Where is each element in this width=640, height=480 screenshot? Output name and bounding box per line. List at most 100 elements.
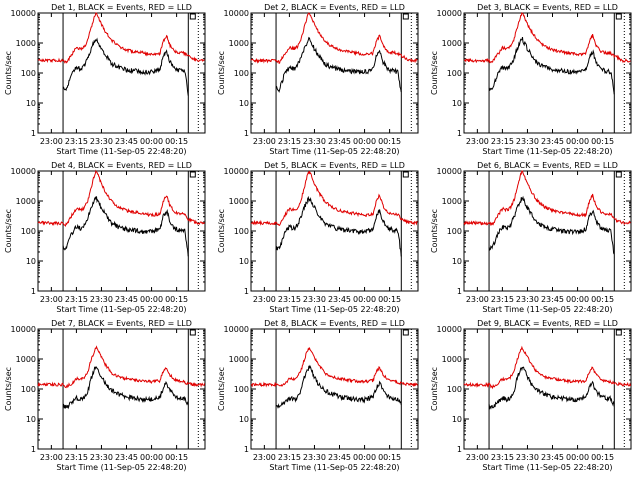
lld-series-line [250,170,418,226]
x-tick-label: 23:15 [278,295,301,304]
panel-det2: 1 10 100 1000 10000 23:00 23:15 23:30 23:45 00:00… [217,3,419,156]
window-marker [402,13,409,20]
events-series-line [488,195,615,255]
y-tick-label: 1000 [16,355,36,364]
lld-series-line [37,12,205,64]
x-tick-label: 00:15 [165,137,188,146]
x-tick-label: 23:30 [516,453,539,462]
y-tick-label: 1 [244,287,249,296]
y-tick-label: 1 [244,445,249,454]
x-tick-label: 23:00 [40,137,63,146]
events-series-line [62,366,189,410]
y-tick-label: 1000 [229,197,249,206]
y-tick-label: 10 [239,257,249,266]
y-tick-label: 10 [452,415,462,424]
y-tick-label: 100 [234,227,249,236]
x-tick-label: 23:15 [65,295,88,304]
x-axis-label: Start Time (11-Sep-05 22:48:20) [269,463,399,472]
x-axis-label: Start Time (11-Sep-05 22:48:20) [269,305,399,314]
panel-det9: 1 10 100 1000 10000 23:00 23:15 23:30 23:45 00:00… [430,319,632,472]
x-tick-label: 00:15 [378,453,401,462]
y-tick-label: 1 [457,445,462,454]
x-tick-label: 23:45 [115,137,138,146]
x-tick-label: 23:45 [541,295,564,304]
y-tick-label: 1 [244,129,249,138]
x-tick-label: 23:30 [516,295,539,304]
x-tick-label: 23:30 [90,453,113,462]
x-axis-label: Start Time (11-Sep-05 22:48:20) [56,305,186,314]
x-tick-label: 23:45 [328,453,351,462]
lld-series-line [37,345,206,389]
y-tick-label: 10 [452,257,462,266]
panel-title: Det 2, BLACK = Events, RED = LLD [264,3,405,12]
panel-title: Det 5, BLACK = Events, RED = LLD [264,161,405,170]
x-tick-label: 23:45 [541,137,564,146]
y-tick-label: 10000 [11,9,36,18]
x-tick-label: 23:00 [253,137,276,146]
y-tick-label: 100 [21,227,36,236]
x-axis-label: Start Time (11-Sep-05 22:48:20) [269,147,399,156]
window-marker [615,13,622,20]
x-tick-label: 00:00 [353,453,376,462]
y-tick-label: 100 [447,69,462,78]
x-tick-label: 23:15 [491,295,514,304]
lld-series-line [250,12,418,64]
y-tick-label: 10 [239,415,249,424]
x-tick-label: 23:45 [115,453,138,462]
panel-title: Det 8, BLACK = Events, RED = LLD [264,319,405,328]
panel-title: Det 3, BLACK = Events, RED = LLD [477,3,618,12]
panel-title: Det 7, BLACK = Events, RED = LLD [51,319,192,328]
y-axis-label: Counts/sec [217,209,226,253]
y-tick-label: 1 [31,445,36,454]
events-series-line [488,366,615,411]
y-tick-label: 1 [457,287,462,296]
x-tick-label: 23:30 [303,295,326,304]
y-tick-label: 1 [31,287,36,296]
panel-det6: 1 10 100 1000 10000 23:00 23:15 23:30 23:45 00:00… [430,161,632,314]
y-tick-label: 100 [234,69,249,78]
lld-series-line [250,346,419,388]
y-tick-label: 10000 [224,325,249,334]
x-axis-label: Start Time (11-Sep-05 22:48:20) [482,305,612,314]
y-tick-label: 1 [457,129,462,138]
x-tick-label: 23:30 [90,137,113,146]
y-axis-label: Counts/sec [4,367,13,411]
x-tick-label: 23:30 [303,453,326,462]
y-axis-label: Counts/sec [217,367,226,411]
y-tick-label: 10000 [224,9,249,18]
window-marker [402,171,409,178]
panel-det8: 1 10 100 1000 10000 23:00 23:15 23:30 23:45 00:00… [217,319,419,472]
y-tick-label: 10000 [437,325,462,334]
y-tick-label: 100 [21,69,36,78]
x-tick-label: 00:00 [353,295,376,304]
x-tick-label: 00:00 [140,295,163,304]
window-marker [189,171,196,178]
x-tick-label: 00:15 [378,295,401,304]
y-tick-label: 10000 [437,167,462,176]
x-tick-label: 23:15 [491,453,514,462]
y-tick-label: 1000 [229,355,249,364]
y-axis-label: Counts/sec [430,51,439,95]
y-tick-label: 10 [26,99,36,108]
panel-title: Det 4, BLACK = Events, RED = LLD [51,161,192,170]
x-tick-label: 23:00 [40,295,63,304]
panel-det5: 1 10 100 1000 10000 23:00 23:15 23:30 23:45 00:00… [217,161,419,314]
lld-series-line [37,169,206,228]
window-marker [615,171,622,178]
y-axis-label: Counts/sec [4,209,13,253]
y-tick-label: 1000 [442,355,462,364]
x-tick-label: 23:00 [253,453,276,462]
window-marker [615,329,622,336]
x-tick-label: 00:15 [591,295,614,304]
events-series-line [62,196,189,257]
x-tick-label: 23:45 [328,137,351,146]
y-tick-label: 1000 [16,39,36,48]
x-tick-label: 00:15 [165,453,188,462]
panel-title: Det 1, BLACK = Events, RED = LLD [51,3,192,12]
y-tick-label: 100 [21,385,36,394]
x-tick-label: 00:00 [140,453,163,462]
events-series-line [275,36,402,93]
y-axis-label: Counts/sec [217,51,226,95]
x-tick-label: 23:15 [278,137,301,146]
